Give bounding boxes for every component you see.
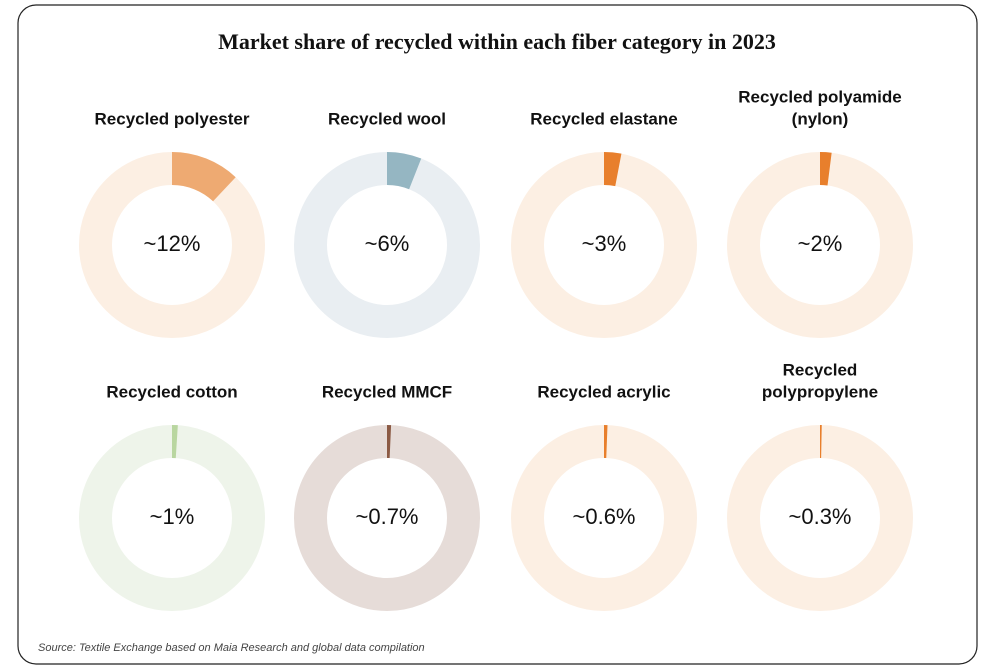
- chart-title: Market share of recycled within each fib…: [218, 29, 776, 54]
- donut-segment: [172, 152, 236, 202]
- donut-segment: [387, 425, 392, 459]
- value-label: ~3%: [582, 231, 627, 256]
- donut-title: (nylon): [792, 109, 849, 128]
- donut-title: Recycled acrylic: [537, 382, 670, 401]
- value-label: ~0.3%: [789, 504, 852, 529]
- donut-title: Recycled polyamide: [738, 87, 901, 106]
- donut-segment: [604, 425, 608, 459]
- donut-title: Recycled polyester: [95, 109, 250, 128]
- donut-segment: [820, 425, 822, 459]
- value-label: ~2%: [798, 231, 843, 256]
- value-label: ~6%: [365, 231, 410, 256]
- donut-title: Recycled elastane: [530, 109, 677, 128]
- donut-title: Recycled: [783, 360, 858, 379]
- value-label: ~12%: [144, 231, 201, 256]
- donut-title: Recycled MMCF: [322, 382, 452, 401]
- donut-title: Recycled wool: [328, 109, 446, 128]
- donut-title: polypropylene: [762, 382, 878, 401]
- value-label: ~0.7%: [356, 504, 419, 529]
- value-label: ~0.6%: [573, 504, 636, 529]
- donut-segment: [604, 152, 622, 187]
- donut-segment: [820, 152, 832, 186]
- value-label: ~1%: [150, 504, 195, 529]
- donut-segment: [387, 152, 422, 190]
- source-note: Source: Textile Exchange based on Maia R…: [38, 642, 425, 654]
- donut-segment: [172, 425, 178, 459]
- donut-title: Recycled cotton: [106, 382, 237, 401]
